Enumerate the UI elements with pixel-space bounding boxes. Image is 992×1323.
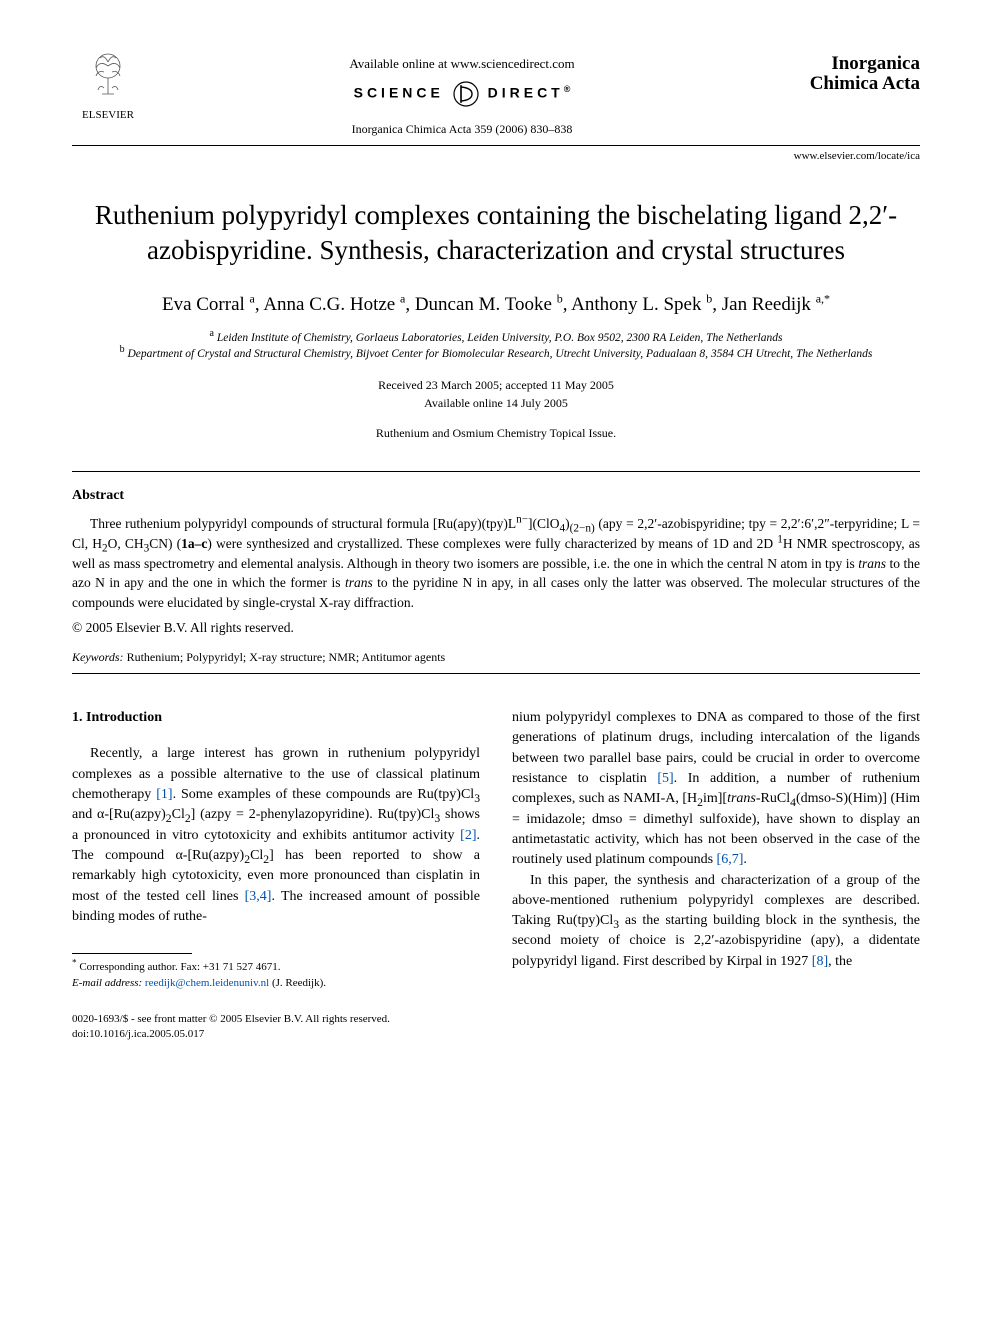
footer-row: 0020-1693/$ - see front matter © 2005 El…: [72, 1012, 920, 1043]
topical-issue: Ruthenium and Osmium Chemistry Topical I…: [72, 426, 920, 441]
abstract-heading: Abstract: [72, 488, 920, 504]
author-list: Eva Corral a, Anna C.G. Hotze a, Duncan …: [72, 294, 920, 316]
received-accepted: Received 23 March 2005; accepted 11 May …: [72, 376, 920, 394]
sciencedirect-logo: SCIENCE DIRECT®: [144, 80, 780, 108]
introduction-heading: 1. Introduction: [72, 708, 480, 728]
keywords-list: Ruthenium; Polypyridyl; X-ray structure;…: [127, 650, 446, 664]
abstract-copyright: © 2005 Elsevier B.V. All rights reserved…: [72, 620, 920, 636]
article-title: Ruthenium polypyridyl complexes containi…: [72, 198, 920, 268]
intro-paragraph-2: In this paper, the synthesis and charact…: [512, 871, 920, 972]
email-line: E-mail address: reedijk@chem.leidenuniv.…: [72, 976, 480, 992]
affiliation-b: b Department of Crystal and Structural C…: [112, 346, 880, 362]
body-columns: 1. Introduction Recently, a large intere…: [72, 708, 920, 992]
divider-after-keywords: [72, 673, 920, 674]
footer-left: 0020-1693/$ - see front matter © 2005 El…: [72, 1012, 479, 1043]
corresponding-author-note: * Corresponding author. Fax: +31 71 527 …: [72, 960, 480, 976]
journal-url[interactable]: www.elsevier.com/locate/ica: [72, 150, 920, 162]
header-center: Available online at www.sciencedirect.co…: [144, 48, 780, 137]
elsevier-tree-icon: [80, 48, 136, 104]
issn-copyright: 0020-1693/$ - see front matter © 2005 El…: [72, 1012, 479, 1027]
affiliations: a Leiden Institute of Chemistry, Gorlaeu…: [72, 330, 920, 362]
page-container: ELSEVIER Available online at www.science…: [0, 0, 992, 1083]
intro-paragraph-1-cont: nium polypyridyl complexes to DNA as com…: [512, 708, 920, 870]
affiliation-a: a Leiden Institute of Chemistry, Gorlaeu…: [112, 330, 880, 346]
available-online-text: Available online at www.sciencedirect.co…: [144, 56, 780, 72]
intro-paragraph-1: Recently, a large interest has grown in …: [72, 744, 480, 927]
keywords-line: Keywords: Ruthenium; Polypyridyl; X-ray …: [72, 650, 920, 665]
journal-reference: Inorganica Chimica Acta 359 (2006) 830–8…: [144, 122, 780, 137]
footnote-separator: [72, 953, 192, 954]
sciencedirect-d-icon: [452, 80, 480, 108]
journal-header: ELSEVIER Available online at www.science…: [72, 48, 920, 146]
publisher-logo: ELSEVIER: [72, 48, 144, 121]
column-right: nium polypyridyl complexes to DNA as com…: [512, 708, 920, 992]
journal-title-box: Inorganica Chimica Acta: [780, 48, 920, 94]
keywords-label: Keywords:: [72, 650, 124, 664]
abstract-body: Three ruthenium polypyridyl compounds of…: [72, 514, 920, 612]
available-online-date: Available online 14 July 2005: [72, 394, 920, 412]
article-dates: Received 23 March 2005; accepted 11 May …: [72, 376, 920, 412]
column-left: 1. Introduction Recently, a large intere…: [72, 708, 480, 992]
corresponding-email-link[interactable]: reedijk@chem.leidenuniv.nl: [145, 977, 269, 989]
publisher-name: ELSEVIER: [72, 109, 144, 121]
footnotes: * Corresponding author. Fax: +31 71 527 …: [72, 960, 480, 992]
doi: doi:10.1016/j.ica.2005.05.017: [72, 1027, 479, 1042]
divider-before-abstract: [72, 471, 920, 472]
